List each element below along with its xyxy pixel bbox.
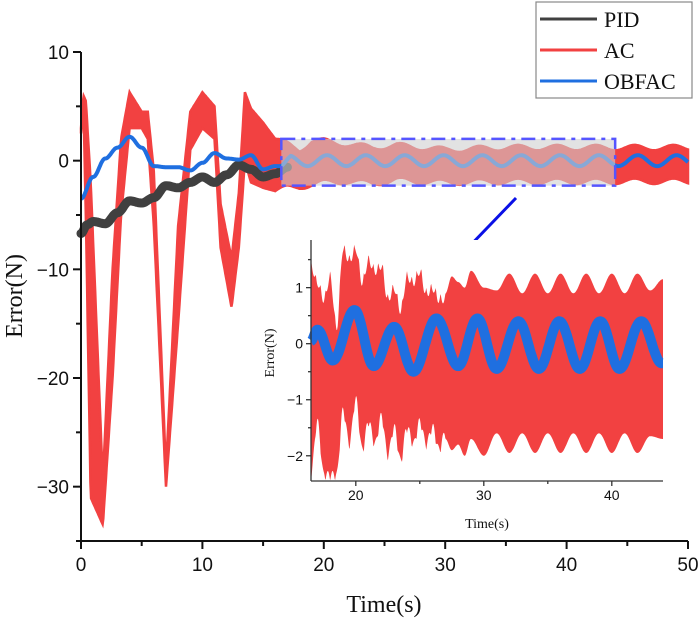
zoom-box-group (280, 137, 617, 187)
inset-x-tick-label: 30 (476, 487, 492, 503)
x-tick-label: 30 (435, 555, 456, 576)
legend-label-obfac: OBFAC (604, 69, 676, 94)
y-tick-label: −30 (37, 478, 69, 499)
legend-label-ac: AC (604, 38, 635, 63)
y-tick-label: −10 (37, 260, 69, 281)
inset-plot: 20 30 40 1 0 −1 −2 (287, 240, 668, 503)
inset-axes: 20 30 40 1 0 −1 −2 (287, 240, 663, 503)
x-axis-title: Time(s) (346, 592, 421, 618)
y-tick-label: 0 (58, 152, 69, 173)
zoom-box (280, 137, 617, 187)
inset-y-tick-label: 0 (295, 336, 303, 352)
legend-label-pid: PID (604, 7, 639, 32)
x-tick-label: 50 (677, 555, 698, 576)
inset-x-tick-label: 20 (348, 487, 364, 503)
inset-y-tick-label: 1 (295, 280, 303, 296)
y-tick-label: −20 (37, 369, 69, 390)
y-axis-title: Error(N) (2, 254, 28, 338)
inset-series-obfac-line (306, 305, 668, 377)
x-tick-label: 20 (313, 555, 334, 576)
x-tick-label: 40 (556, 555, 577, 576)
series-pid-line (76, 160, 292, 238)
inset-y-axis-title: Error(N) (263, 328, 278, 377)
inset-series-group (306, 240, 668, 481)
inset-y-tick-label: −1 (287, 392, 303, 408)
legend: PID AC OBFAC (535, 1, 693, 99)
inset-y-tick-label: −2 (287, 448, 303, 464)
inset-x-axis-title: Time(s) (465, 517, 509, 532)
y-tick-label: 10 (48, 43, 69, 64)
x-tick-label: 0 (76, 555, 87, 576)
inset-x-tick-label: 40 (604, 487, 620, 503)
x-tick-label: 10 (192, 555, 213, 576)
